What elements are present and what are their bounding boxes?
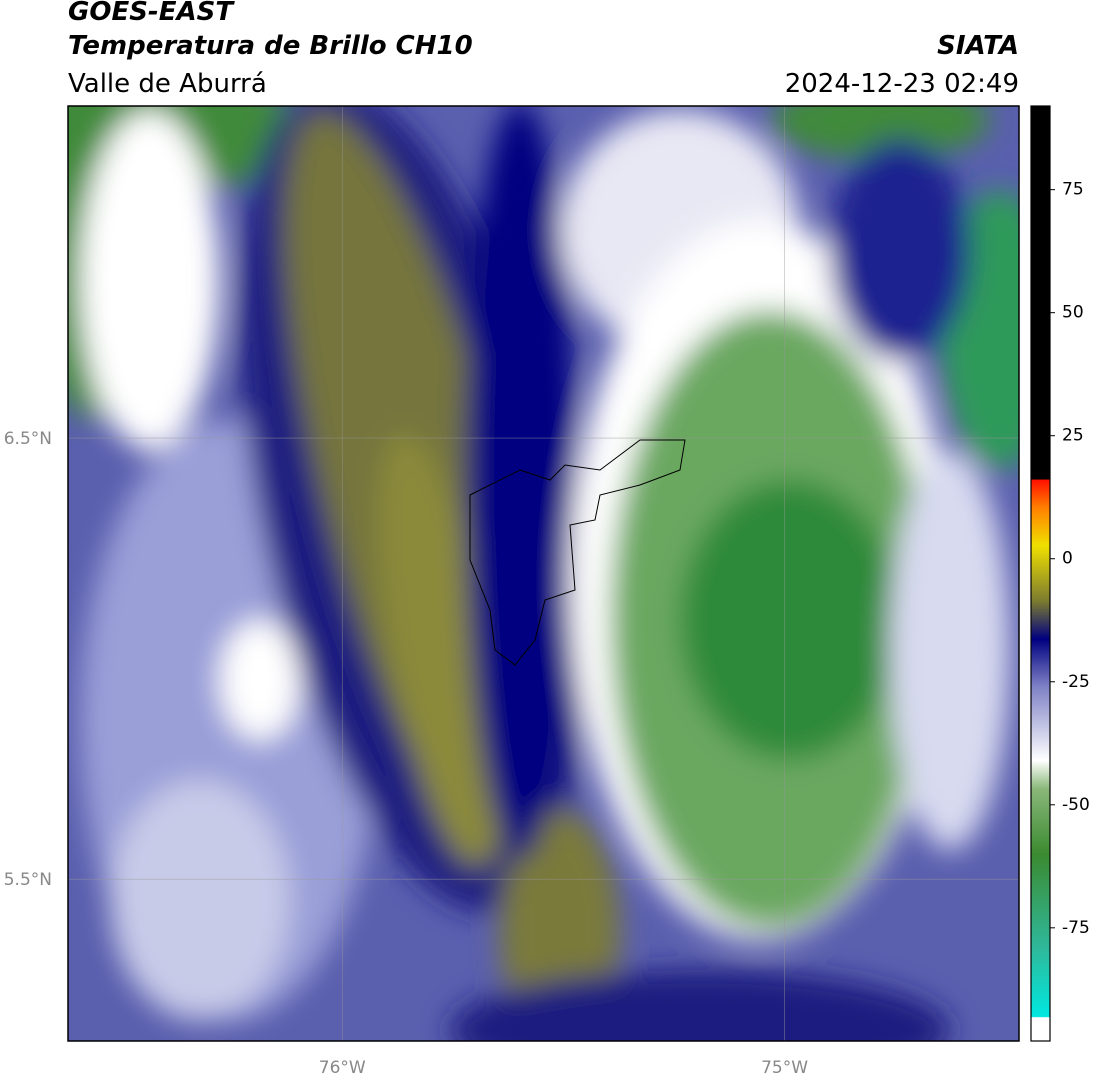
- subtitle: Temperatura de Brillo CH10: [68, 31, 473, 61]
- colorbar-tick-label: -50: [1062, 795, 1090, 815]
- colorbar-tick-label: 50: [1062, 303, 1084, 323]
- basin-outline: [469, 439, 686, 666]
- colorbar: [1030, 105, 1051, 1042]
- grid: [68, 106, 1019, 1041]
- colorbar-tick-label: 0: [1062, 549, 1073, 569]
- datetime: 2024-12-23 02:49: [785, 69, 1019, 99]
- x-tick-label: 75°W: [761, 1058, 808, 1078]
- colorbar-tick-label: -25: [1062, 672, 1090, 692]
- y-tick-label: 6.5°N: [4, 429, 52, 449]
- satellite-field: [68, 106, 1019, 1041]
- colorbar-tick-label: 25: [1062, 426, 1084, 446]
- map-frame: [67, 105, 1020, 1042]
- region: Valle de Aburrá: [68, 69, 267, 99]
- y-tick-label: 5.5°N: [4, 870, 52, 890]
- x-tick-label: 76°W: [319, 1058, 366, 1078]
- colorbar-tick-label: -75: [1062, 918, 1090, 938]
- source: SIATA: [937, 31, 1019, 61]
- title: GOES-EAST: [68, 0, 235, 27]
- colorbar-tick-label: 75: [1062, 180, 1084, 200]
